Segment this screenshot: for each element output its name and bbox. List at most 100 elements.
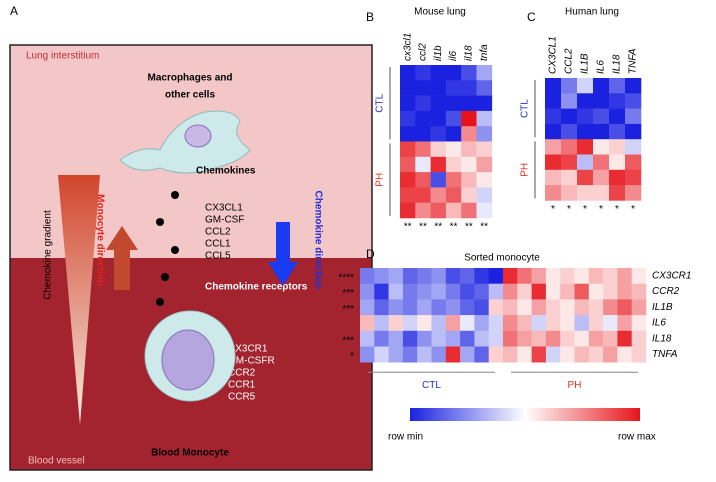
legend-label: row max [618,432,656,443]
heat-cell [588,346,604,363]
heat-cell [531,268,547,284]
heat-cell [545,93,562,109]
heat-cell [603,283,618,300]
heat-cell [400,126,416,142]
heat-cell [402,299,418,316]
heat-cell [574,346,590,363]
heat-cell [574,299,590,316]
heat-cell [503,299,518,316]
gradient-triangle [58,175,100,425]
region-label: Blood vessel [28,456,85,467]
heat-cell [476,202,493,219]
gene-label: il1b [433,45,444,61]
heat-cell [430,172,447,188]
heat-cell [577,108,594,125]
heat-cell [517,346,532,363]
heat-cell [561,169,578,186]
heat-cell [417,315,432,332]
receptor: CCR1 [228,380,256,391]
nucleus [184,124,212,148]
heat-cell [561,154,578,171]
heat-cell [588,299,604,316]
significance: ** [465,222,473,233]
heat-cell [560,315,575,332]
group-label: CTL [520,99,531,118]
heat-cell [503,283,518,300]
heat-cell [417,268,432,284]
heat-cell [460,315,475,332]
cell-label: Blood Monocyte [151,448,229,459]
heat-cell [517,299,532,316]
heat-cell [360,268,375,284]
gene-label: ccl2 [418,43,429,61]
gene-label: CX3CL1 [548,36,559,74]
heat-cell [400,110,416,127]
heat-cell [415,65,431,81]
heat-cell [415,187,431,203]
gene-label: IL18 [612,54,623,74]
heat-cell [488,299,504,316]
heat-cell [445,65,462,81]
heat-cell [609,78,626,94]
heat-cell [461,202,477,219]
heat-cell [625,108,642,125]
group-label: PH [568,380,582,391]
heat-cell [609,154,626,171]
heat-cell [593,154,610,171]
heat-cell [415,126,431,142]
heat-cell [445,202,462,219]
heat-cell [400,95,416,112]
panel-title: Mouse lung [414,7,466,18]
heat-cell [445,95,462,112]
heat-cell [430,202,447,219]
heat-cell [415,202,431,219]
heat-cell [476,172,493,188]
heat-cell [588,330,604,347]
heat-cell [461,95,477,112]
gene-label: tnfa [479,44,490,61]
heat-cell [593,78,610,94]
heat-cell [445,141,462,158]
heat-cell [561,185,578,201]
heat-cell [625,139,642,155]
dot [156,298,164,306]
heat-cell [488,283,504,300]
color-bar [410,408,640,421]
heat-cell [461,80,477,96]
heat-cell [461,172,477,188]
heat-cell [388,268,404,284]
heat-cell [402,268,418,284]
heat-cell [431,283,447,300]
gradient-label: Chemokine gradient [43,210,54,300]
heat-cell [577,169,594,186]
heat-cell [488,330,504,347]
heat-cell [360,346,375,363]
gene-label: CX3CR1 [652,270,691,281]
heat-cell [577,93,594,109]
heat-cell [415,172,431,188]
significance: ** [419,222,427,233]
nucleus [161,329,215,391]
heat-cell [460,330,475,347]
heat-cell [609,139,626,155]
legend-label: row min [388,432,423,443]
significance: *** [342,288,354,299]
heat-cell [531,346,547,363]
chemokine: CX3CL1 [205,203,243,214]
gene-label: IL1B [652,302,673,313]
gene-label: TNFA [628,48,639,74]
heat-cell [517,330,532,347]
heat-cell [402,330,418,347]
heat-cell [415,156,431,173]
arrow-down [268,222,298,286]
panel-label: B [366,10,374,24]
heat-cell [631,315,647,332]
heat-cell [374,299,389,316]
heat-cell [417,283,432,300]
gene-label: il6 [448,51,459,61]
significance: ** [480,222,488,233]
heat-cell [609,93,626,109]
heat-cell [360,330,375,347]
